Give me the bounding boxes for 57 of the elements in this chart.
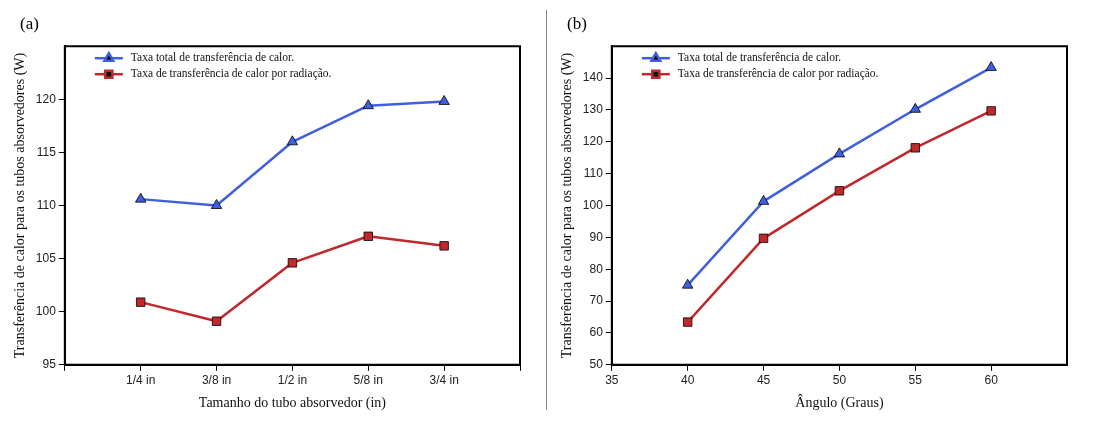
point xyxy=(438,95,450,105)
y-tick-label: 70 xyxy=(589,293,604,308)
x-tick-label: 3/8 in xyxy=(201,373,232,388)
chart-title: (b) xyxy=(567,14,587,34)
point xyxy=(833,147,846,158)
y-tick-label: 60 xyxy=(589,325,604,340)
point xyxy=(136,297,146,307)
legend-label: Taxa total de transferência de calor. xyxy=(130,51,295,64)
y-tick-label: 130 xyxy=(582,102,604,117)
point xyxy=(439,241,449,251)
point xyxy=(757,194,770,205)
x-tick-label: 1/2 in xyxy=(277,373,308,388)
y-tick-label: 80 xyxy=(589,261,604,276)
point xyxy=(683,317,693,327)
point xyxy=(135,192,147,203)
y-tick-label: 140 xyxy=(582,70,604,85)
point xyxy=(910,143,920,153)
y-tick-label: 95 xyxy=(42,357,57,372)
x-axis-title: Tamanho do tubo absorvedor (in) xyxy=(198,395,387,412)
legend-label: Taxa total de transferência de calor. xyxy=(677,51,842,64)
x-tick-label: 3/4 in xyxy=(429,373,459,388)
x-axis-title: Ângulo (Graus) xyxy=(795,394,884,412)
x-tick-label: 5/8 in xyxy=(353,373,383,388)
chart-title: (a) xyxy=(20,14,39,34)
y-tick-label: 115 xyxy=(36,144,57,159)
point xyxy=(211,316,222,326)
legend-label: Taxa de transferência de calor por radiação. xyxy=(130,67,332,81)
point xyxy=(682,278,694,289)
y-axis-title: Transferência de calor para os tubos absorvedores (W) xyxy=(559,52,576,359)
y-tick-label: 90 xyxy=(589,229,604,244)
y-tick-label: 110 xyxy=(36,197,57,212)
point xyxy=(287,258,298,268)
y-axis-title: Transferência de calor para os tubos absorvedores (W) xyxy=(12,52,29,359)
x-tick-label: 55 xyxy=(908,373,923,388)
y-tick-label: 100 xyxy=(582,197,604,212)
point xyxy=(909,102,921,113)
point xyxy=(362,99,374,110)
point xyxy=(758,233,769,243)
legend-label: Taxa de transferência de calor por radiação. xyxy=(677,67,879,81)
point xyxy=(834,186,845,196)
y-tick-label: 105 xyxy=(35,250,57,265)
y-tick-label: 50 xyxy=(589,357,604,372)
x-tick-label: 45 xyxy=(756,373,771,388)
point xyxy=(286,135,299,146)
x-tick-label: 50 xyxy=(832,373,847,388)
point xyxy=(986,106,996,116)
point xyxy=(985,61,997,71)
y-tick-label: 110 xyxy=(583,165,604,180)
x-tick-label: 35 xyxy=(605,373,619,388)
x-tick-label: 40 xyxy=(681,373,695,388)
x-tick-label: 60 xyxy=(984,373,999,388)
y-tick-label: 100 xyxy=(35,304,57,319)
y-tick-label: 120 xyxy=(582,134,604,149)
point xyxy=(363,231,373,241)
x-tick-label: 1/4 in xyxy=(126,373,156,388)
y-tick-label: 120 xyxy=(35,91,57,106)
point xyxy=(210,199,223,209)
